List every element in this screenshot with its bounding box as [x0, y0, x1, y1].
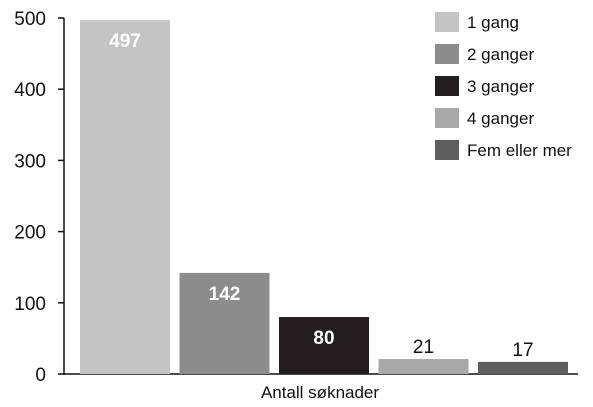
bar-fem-eller-mer [478, 361, 568, 374]
legend: 1 gang 2 ganger 3 ganger 4 ganger Fem eller … [435, 12, 572, 160]
y-tick-label: 400 [14, 80, 46, 101]
bar-value-label: 21 [413, 337, 434, 358]
y-tick-label: 200 [14, 223, 46, 244]
bar-value-label: 142 [209, 284, 241, 305]
bar-4-ganger [378, 359, 469, 374]
bar-2-ganger [179, 272, 270, 374]
legend-swatch [435, 140, 459, 160]
bar-labels: 497 142 80 21 17 [109, 31, 533, 361]
y-tick-label: 500 [14, 9, 46, 30]
bar-value-label: 497 [109, 31, 141, 52]
legend-swatch [435, 44, 459, 64]
bar-value-label: 80 [313, 328, 334, 349]
y-tick-label: 300 [14, 151, 46, 172]
bar-3-ganger [279, 317, 369, 374]
bars [80, 20, 568, 375]
legend-swatch [435, 108, 459, 128]
bar-value-label: 17 [512, 340, 533, 361]
bar-1-gang [80, 20, 170, 375]
y-axis: 0 100 200 300 400 500 [14, 9, 578, 386]
x-axis-label: Antall søknader [261, 383, 379, 402]
legend-label: Fem eller mer [467, 141, 572, 160]
legend-swatch [435, 12, 459, 32]
legend-label: 2 ganger [467, 45, 534, 64]
legend-label: 1 gang [467, 13, 519, 32]
y-tick-label: 0 [35, 365, 46, 386]
legend-label: 3 ganger [467, 77, 534, 96]
legend-swatch [435, 76, 459, 96]
legend-label: 4 ganger [467, 109, 534, 128]
y-tick-label: 100 [14, 294, 46, 315]
